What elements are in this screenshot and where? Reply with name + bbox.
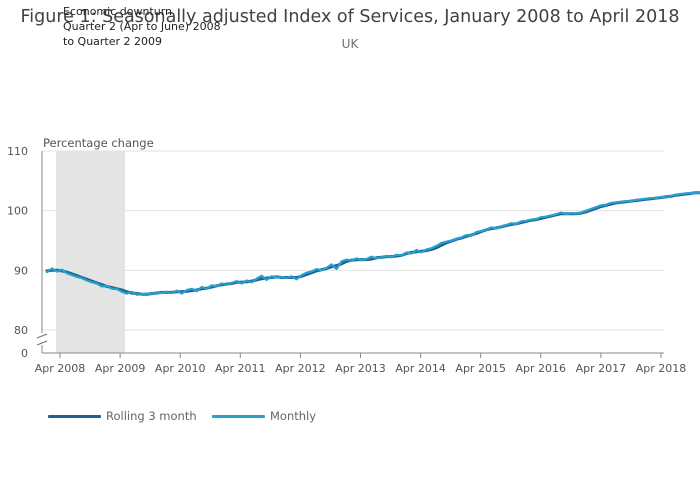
grid-layer — [42, 150, 664, 331]
downturn-annotation: Economic downturn Quarter 2 (Apr to June… — [63, 4, 221, 49]
series-layer — [45, 191, 700, 296]
legend-label-monthly: Monthly — [270, 409, 317, 423]
y-tick-label: 80 — [14, 324, 28, 337]
chart-subtitle: UK — [341, 37, 359, 51]
series-line-rolling-3-month — [45, 191, 700, 296]
y-tick-label: 100 — [7, 205, 28, 218]
series-line-monthly — [45, 191, 700, 296]
chart-title: Figure 1: Seasonally adjusted Index of S… — [20, 7, 680, 27]
axis-break-marker — [36, 333, 48, 346]
x-tick-label: Apr 2015 — [455, 362, 506, 375]
y-axis-label: Percentage change — [43, 136, 154, 150]
x-tick-label: Apr 2018 — [636, 362, 687, 375]
downturn-annotation-line-2: Quarter 2 (Apr to June) 2008 — [63, 20, 221, 33]
y-tick-label: 110 — [7, 145, 28, 158]
x-tick-label: Apr 2016 — [516, 362, 567, 375]
downturn-shaded-region — [56, 151, 125, 353]
legend-swatch-rolling — [48, 415, 101, 418]
x-tick-label: Apr 2013 — [335, 362, 386, 375]
x-tick-label: Apr 2011 — [215, 362, 266, 375]
y-tick-label: 90 — [14, 264, 28, 277]
legend-swatch-monthly — [212, 415, 265, 418]
x-tick-label: Apr 2012 — [275, 362, 326, 375]
x-tick-label: Apr 2008 — [35, 362, 86, 375]
x-tick-label: Apr 2017 — [576, 362, 627, 375]
downturn-annotation-line-3: to Quarter 2 2009 — [63, 35, 163, 48]
axis-layer: 0 80 90 100 110 Apr 2008 Apr 2009 Apr 2010 Apr 2… — [7, 145, 686, 375]
x-tick-label: Apr 2009 — [95, 362, 146, 375]
x-tick-label: Apr 2014 — [395, 362, 446, 375]
shade-layer — [56, 151, 125, 353]
y-tick-label: 0 — [21, 347, 28, 360]
legend-label-rolling: Rolling 3 month — [106, 409, 197, 423]
x-tick-label: Apr 2010 — [155, 362, 206, 375]
downturn-annotation-line-1: Economic downturn — [63, 5, 173, 18]
